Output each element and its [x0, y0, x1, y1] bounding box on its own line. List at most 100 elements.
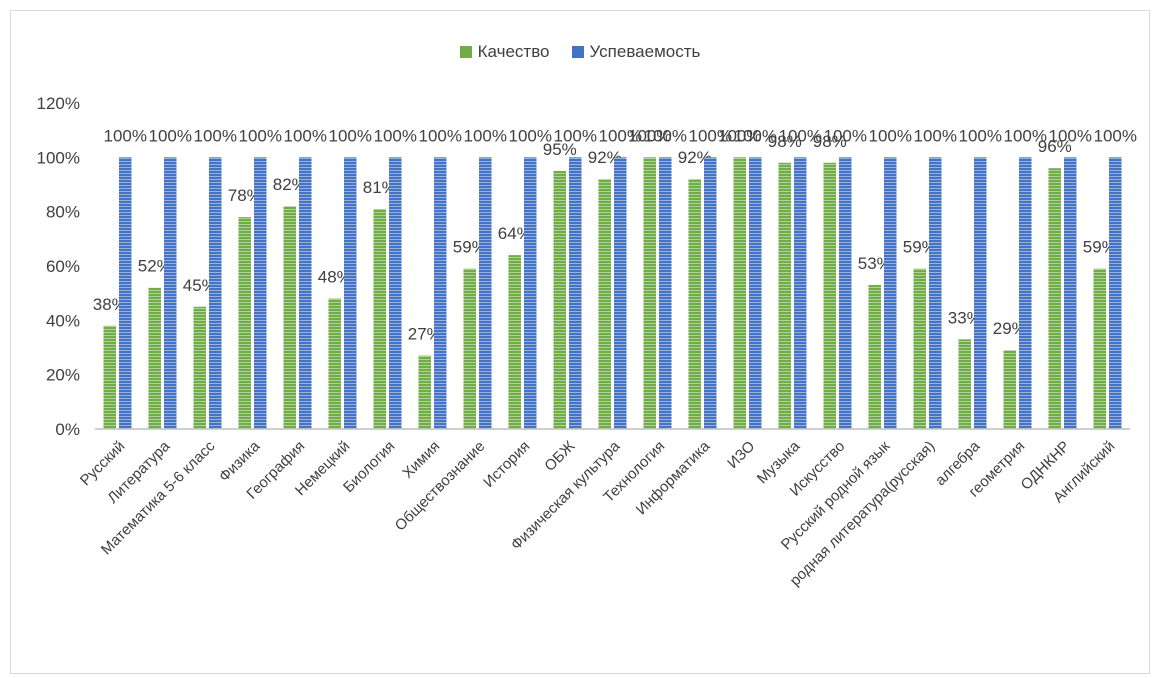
bar-quality: [1048, 168, 1061, 429]
data-label-quality: 100%: [718, 126, 761, 145]
data-label-quality: 33%: [948, 308, 982, 327]
bar-quality: [508, 255, 521, 429]
data-label-performance: 100%: [779, 126, 822, 145]
bar-performance: [884, 157, 897, 430]
data-label-performance: 100%: [824, 126, 867, 145]
bar-quality: [958, 339, 971, 429]
x-tick-label: История: [480, 438, 533, 491]
data-label-performance: 100%: [689, 126, 732, 145]
bar-performance: [839, 157, 852, 430]
data-label-performance: 100%: [554, 126, 597, 145]
data-label-quality: 45%: [183, 276, 217, 295]
bar-performance: [524, 157, 537, 430]
data-label-performance: 100%: [1049, 126, 1092, 145]
data-label-performance: 100%: [464, 126, 507, 145]
data-label-performance: 100%: [914, 126, 957, 145]
data-label-performance: 100%: [959, 126, 1002, 145]
bar-quality: [373, 208, 386, 429]
data-label-quality: 59%: [1083, 238, 1117, 257]
bar-quality: [238, 217, 251, 429]
bar-performance: [749, 157, 762, 430]
data-label-quality: 81%: [363, 178, 397, 197]
x-tick-label: ОБЖ: [541, 438, 578, 475]
y-tick-label: 0%: [55, 420, 80, 439]
data-label-quality: 48%: [318, 268, 352, 287]
data-label-quality: 78%: [228, 186, 262, 205]
data-label-performance: 100%: [419, 126, 462, 145]
data-label-quality: 64%: [498, 224, 532, 243]
bar-quality: [913, 268, 926, 429]
bar-performance: [209, 157, 222, 430]
x-tick-label: Химия: [399, 438, 443, 482]
data-label-quality: 59%: [453, 238, 487, 257]
bar-quality: [553, 170, 566, 429]
bar-quality: [193, 306, 206, 429]
bar-performance: [929, 157, 942, 430]
data-label-quality: 95%: [543, 140, 577, 159]
bar-performance: [794, 157, 807, 430]
bar-performance: [1064, 157, 1077, 430]
bar-performance: [164, 157, 177, 430]
data-label-performance: 100%: [509, 126, 552, 145]
bar-performance: [1109, 157, 1122, 430]
bar-performance: [434, 157, 447, 430]
data-label-performance: 100%: [329, 126, 372, 145]
bar-performance: [704, 157, 717, 430]
y-tick-label: 60%: [46, 257, 80, 276]
data-label-quality: 82%: [273, 175, 307, 194]
bar-performance: [479, 157, 492, 430]
bar-performance: [659, 157, 672, 430]
bar-quality: [148, 287, 161, 429]
data-label-performance: 100%: [1094, 126, 1137, 145]
y-tick-label: 20%: [46, 366, 80, 385]
y-tick-label: 120%: [37, 94, 80, 113]
data-label-performance: 100%: [869, 126, 912, 145]
data-label-performance: 100%: [1004, 126, 1047, 145]
data-label-quality: 96%: [1038, 137, 1072, 156]
bar-quality: [103, 325, 116, 429]
bar-performance: [254, 157, 267, 430]
bar-quality: [463, 268, 476, 429]
data-label-quality: 38%: [93, 295, 127, 314]
legend-label-performance: Успеваемость: [589, 42, 701, 61]
legend: Качество Успеваемость: [0, 42, 1160, 62]
data-label-quality: 98%: [768, 132, 802, 151]
data-label-quality: 100%: [628, 126, 671, 145]
data-label-quality: 98%: [813, 132, 847, 151]
data-label-performance: 100%: [644, 126, 687, 145]
bar-performance: [299, 157, 312, 430]
data-label-performance: 100%: [194, 126, 237, 145]
bar-quality: [1003, 350, 1016, 429]
data-label-quality: 92%: [678, 148, 712, 167]
legend-swatch-performance: [571, 46, 584, 58]
bar-quality: [1093, 268, 1106, 429]
bar-quality: [643, 157, 656, 430]
bar-quality: [328, 298, 341, 429]
bar-quality: [823, 162, 836, 429]
x-tick-label: ИЗО: [724, 438, 758, 472]
bar-performance: [389, 157, 402, 430]
data-label-quality: 52%: [138, 257, 172, 276]
y-tick-label: 40%: [46, 311, 80, 330]
data-label-performance: 100%: [284, 126, 327, 145]
bar-quality: [868, 285, 881, 429]
data-label-performance: 100%: [149, 126, 192, 145]
data-label-performance: 100%: [374, 126, 417, 145]
legend-item-performance: Успеваемость: [571, 42, 701, 62]
bar-quality: [418, 355, 431, 429]
data-label-performance: 100%: [599, 126, 642, 145]
legend-item-quality: Качество: [459, 42, 550, 62]
data-label-quality: 29%: [993, 319, 1027, 338]
data-label-quality: 27%: [408, 325, 442, 344]
bar-quality: [283, 206, 296, 429]
bar-quality: [598, 179, 611, 429]
bar-quality: [733, 157, 746, 430]
legend-swatch-quality: [459, 46, 472, 58]
bar-performance: [614, 157, 627, 430]
y-tick-label: 100%: [37, 148, 80, 167]
bar-performance: [344, 157, 357, 430]
data-label-quality: 59%: [903, 238, 937, 257]
data-label-performance: 100%: [104, 126, 147, 145]
bar-quality: [778, 162, 791, 429]
